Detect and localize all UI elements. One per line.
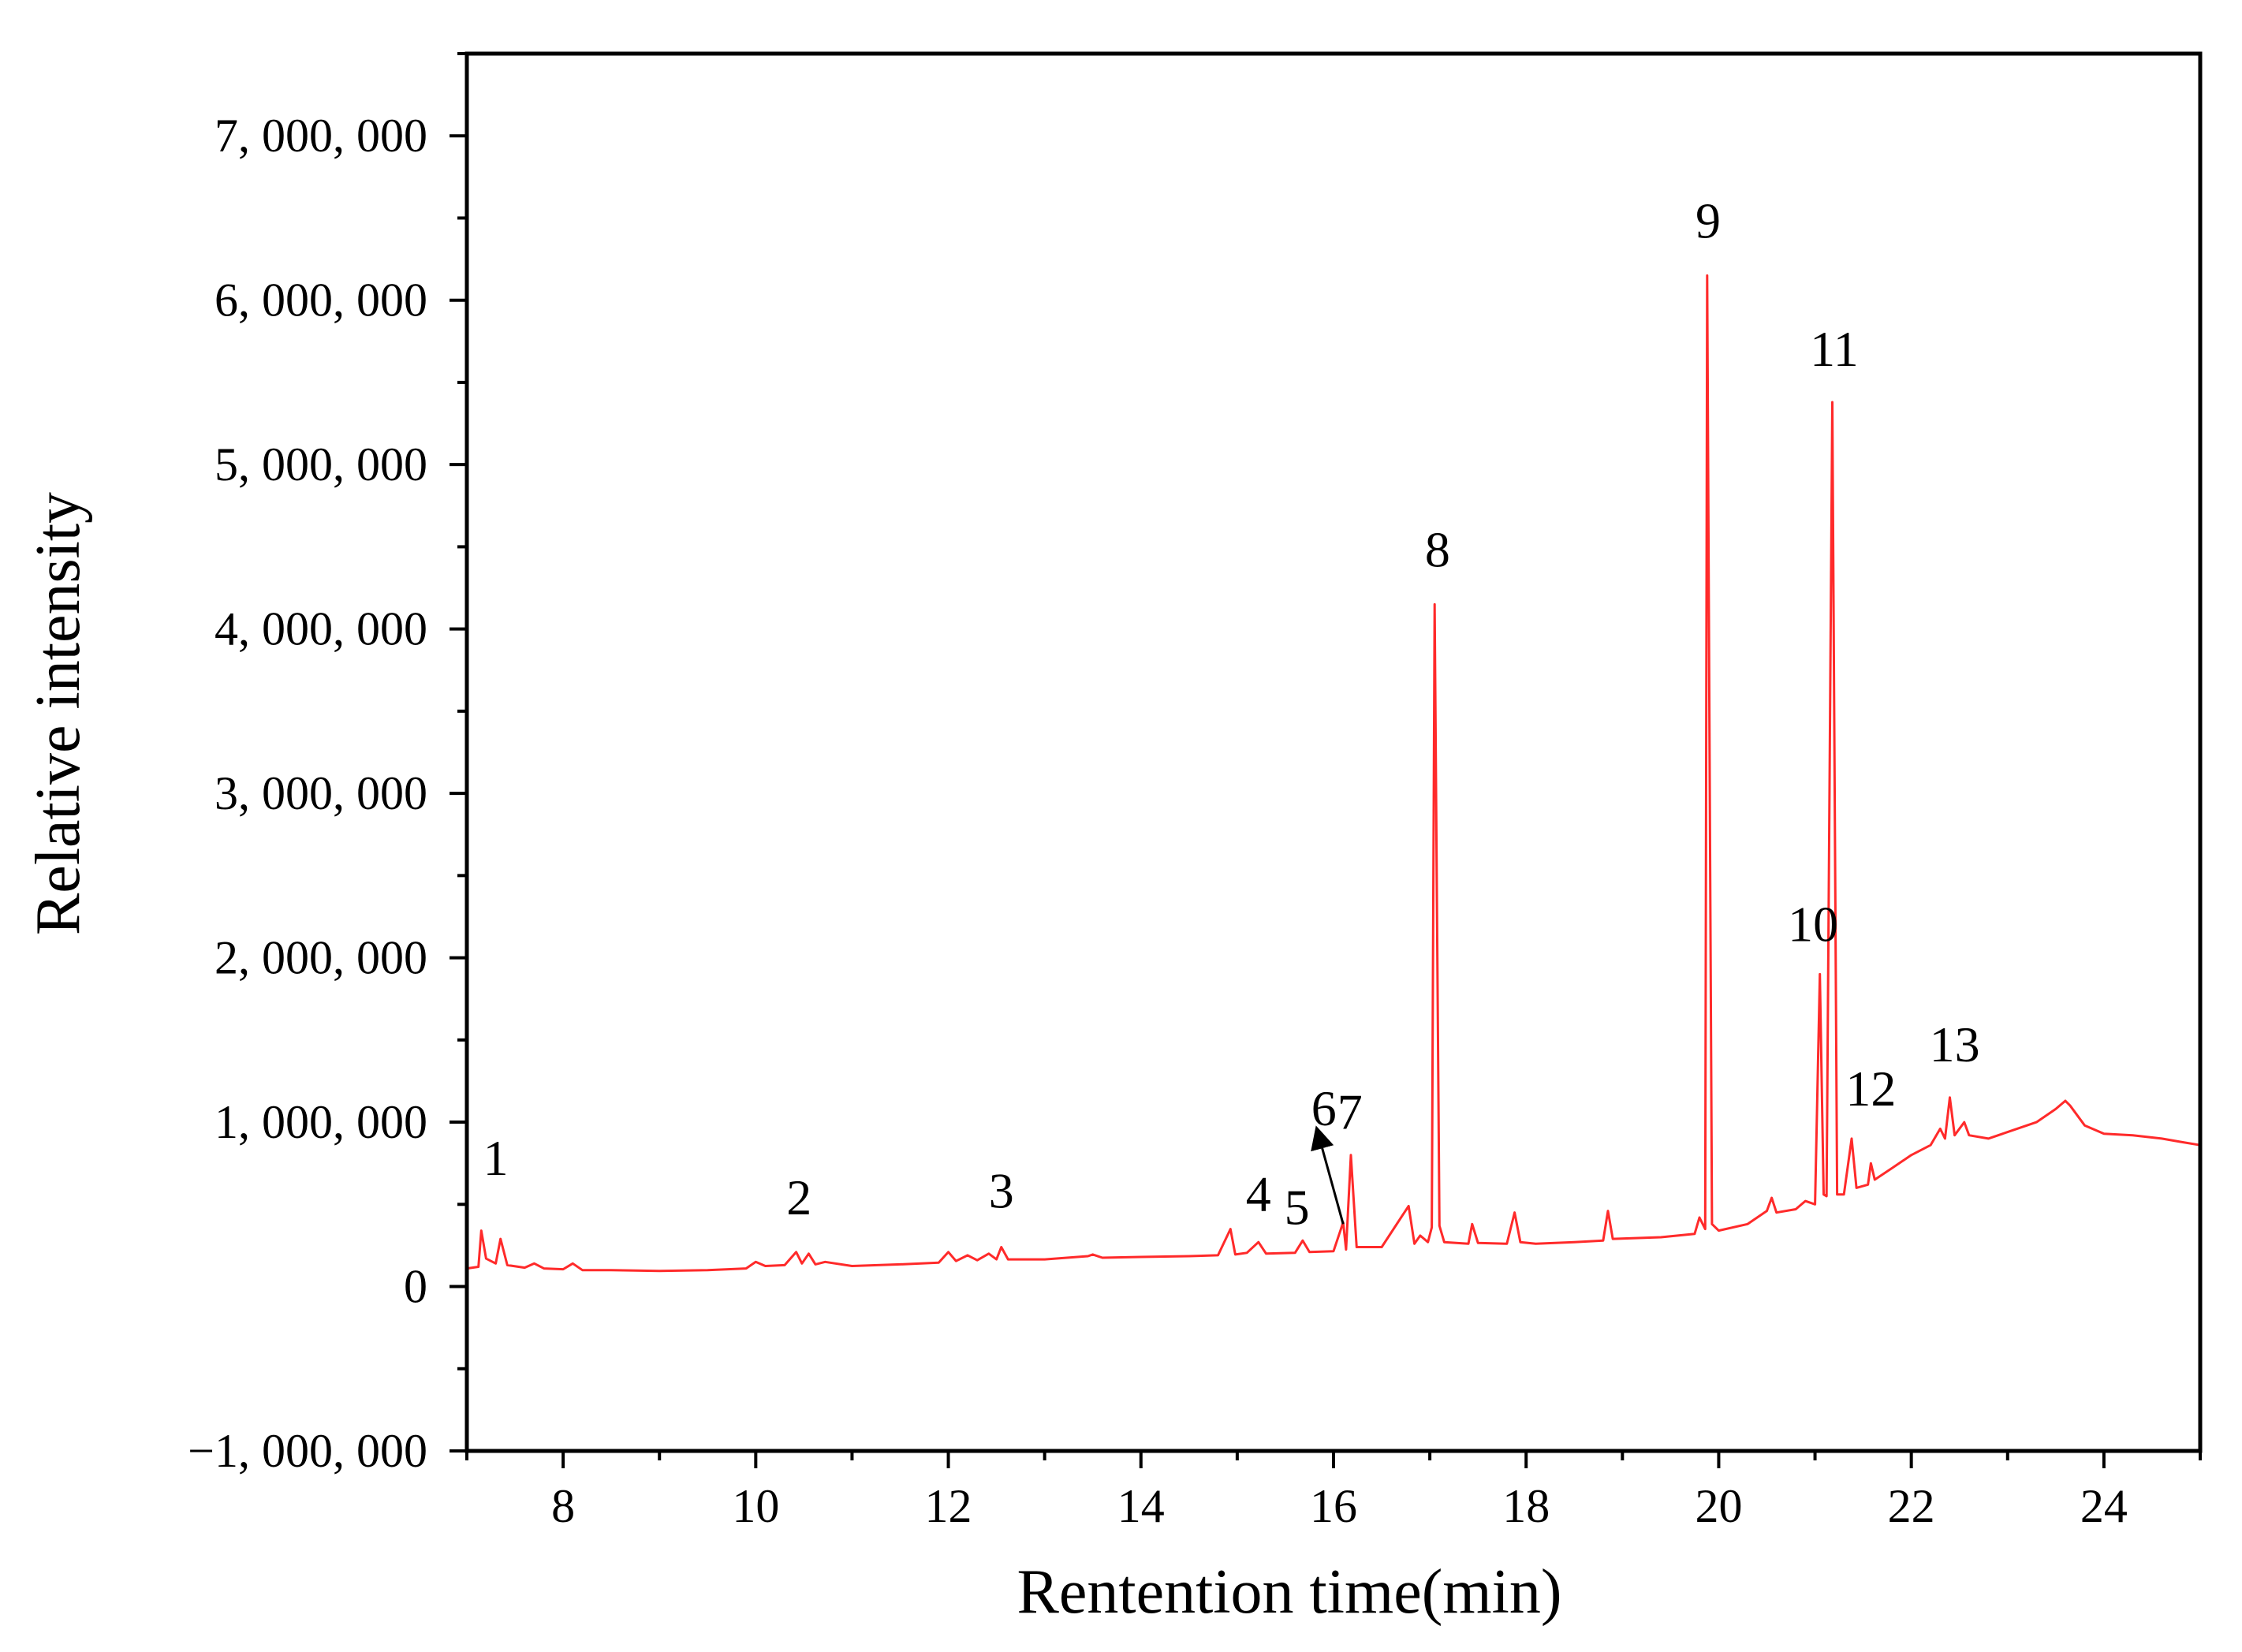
peak-label: 11 [1810,321,1859,377]
plot-frame [464,51,2203,1453]
y-tick-label: 4, 000, 000 [215,603,427,655]
x-tick-label: 14 [1117,1480,1165,1532]
x-tick-label: 18 [1502,1480,1550,1532]
x-tick-label: 22 [1888,1480,1935,1532]
y-tick-label: −1, 000, 000 [188,1425,427,1477]
peak-label: 2 [786,1169,811,1225]
peak-label: 7 [1337,1083,1363,1139]
peak-label: 10 [1788,897,1838,953]
y-tick-label: 0 [404,1261,427,1313]
x-axis-label: Rentention time(min) [1017,1557,1562,1627]
x-tick-label: 12 [925,1480,972,1532]
y-tick-label: 1, 000, 000 [215,1096,427,1148]
peak-label: 9 [1695,192,1721,248]
peak-label: 1 [483,1130,509,1186]
peak-label: 8 [1425,521,1450,577]
peak-label: 12 [1845,1061,1896,1117]
y-tick-label: 5, 000, 000 [215,438,427,490]
peak-label: 4 [1246,1166,1271,1222]
x-tick-label: 10 [732,1480,779,1532]
series-layer [466,274,2201,1273]
y-tick-label: 6, 000, 000 [215,274,427,326]
peak-label: 6 [1311,1080,1337,1136]
x-tick-label: 16 [1310,1480,1357,1532]
peak-label: 13 [1930,1016,1980,1072]
x-tick-label: 24 [2080,1480,2128,1532]
x-tick-label: 8 [551,1480,575,1532]
y-tick-label: 2, 000, 000 [215,932,427,984]
y-tick-label: 7, 000, 000 [215,110,427,162]
peak-label: 3 [989,1162,1014,1218]
peak-6-arrow [1311,1125,1345,1225]
peak-label: 5 [1285,1179,1310,1235]
y-tick-label: 3, 000, 000 [215,767,427,819]
series-line-0 [466,274,2201,1273]
y-axis-label: Relative intensity [24,492,93,935]
x-tick-label: 20 [1695,1480,1742,1532]
